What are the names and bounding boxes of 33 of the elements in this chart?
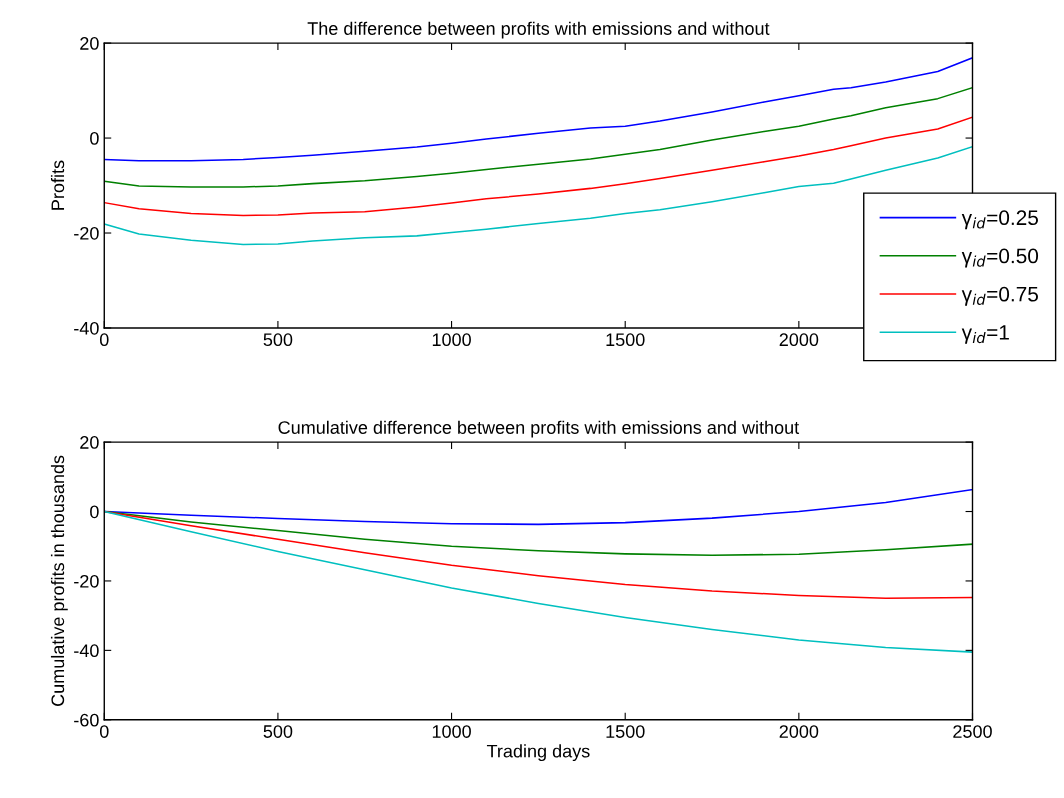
x-tick-label: 2500 [953, 725, 992, 738]
y-tick-label: 0 [90, 131, 99, 145]
y-tick-label: -20 [74, 574, 99, 588]
y-tick-label: -40 [74, 321, 99, 335]
x-tick-label: 1000 [432, 725, 471, 738]
line-series [104, 57, 973, 162]
y-tick-label: -60 [74, 713, 99, 727]
y-axis-title: Cumulative profits in thousands [50, 455, 68, 706]
line-series [104, 145, 973, 246]
y-tick-label: 20 [80, 436, 99, 449]
y-tick-label: 20 [80, 37, 99, 50]
x-tick-label: 0 [99, 333, 109, 347]
x-tick-label: 2000 [779, 333, 819, 347]
legend-label: γ$_{id}$=0.75 [961, 286, 1038, 306]
x-tick-label: 0 [99, 725, 109, 738]
line-series [104, 86, 973, 188]
legend-label: γ$_{id}$=1 [961, 325, 1009, 344]
x-axis-title: Trading days [486, 744, 590, 762]
chart-title: The difference between profits with emissions and without [307, 21, 770, 39]
y-tick-label: 0 [90, 505, 99, 519]
x-tick-label: 500 [263, 333, 293, 347]
y-tick-label: -20 [74, 226, 99, 240]
x-tick-label: 2000 [779, 725, 819, 738]
chart-title: Cumulative difference between profits with emissions and without [278, 420, 800, 438]
y-axis-title: Profits [50, 160, 65, 210]
x-tick-label: 1500 [606, 333, 645, 347]
x-tick-label: 1500 [606, 725, 645, 738]
legend-label: γ$_{id}$=0.50 [961, 248, 1039, 268]
x-tick-label: 500 [263, 725, 293, 738]
legend-label: γ$_{id}$=0.25 [961, 210, 1038, 230]
line-series [104, 510, 973, 653]
y-tick-label: -40 [74, 644, 99, 658]
x-tick-label: 1000 [432, 333, 471, 347]
